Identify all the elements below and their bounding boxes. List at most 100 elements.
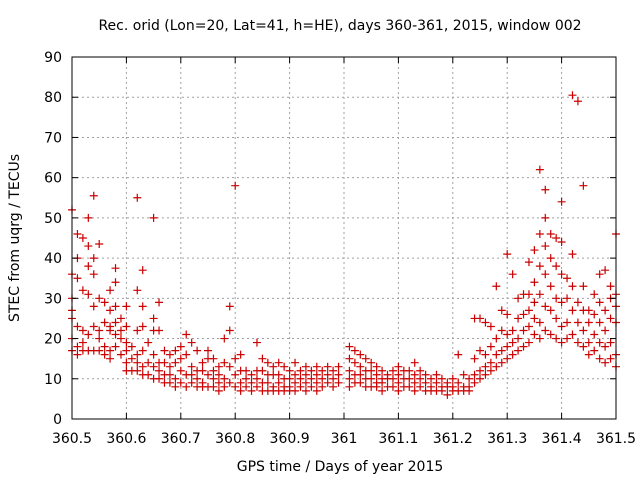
data-point	[291, 386, 300, 395]
data-point	[122, 302, 131, 311]
data-point	[193, 374, 202, 383]
data-point	[606, 282, 615, 291]
data-point	[568, 330, 577, 339]
data-point	[481, 370, 490, 379]
data-point	[579, 326, 588, 335]
data-point	[323, 378, 332, 387]
data-point	[350, 358, 359, 367]
data-point	[579, 342, 588, 351]
x-tick-label: 360.8	[215, 431, 255, 447]
data-point	[220, 334, 229, 343]
data-point	[323, 370, 332, 379]
data-point	[530, 330, 539, 339]
data-point	[220, 374, 229, 383]
data-point	[133, 286, 142, 295]
data-point	[557, 270, 566, 279]
data-point	[318, 366, 327, 375]
y-tick-label: 20	[44, 332, 62, 348]
data-point	[552, 234, 561, 242]
data-point	[182, 382, 191, 391]
grid	[72, 57, 616, 419]
data-point	[329, 382, 338, 391]
data-point	[220, 382, 229, 391]
data-point	[204, 346, 212, 355]
data-point	[432, 370, 441, 379]
data-point	[214, 386, 223, 395]
data-point	[116, 350, 125, 359]
data-point	[198, 366, 207, 375]
data-point	[427, 374, 436, 383]
y-tick-label: 10	[44, 372, 62, 388]
data-point	[563, 274, 572, 283]
data-point	[535, 229, 544, 238]
data-point	[388, 382, 397, 391]
data-point	[481, 350, 490, 359]
data-point	[209, 374, 218, 383]
data-point	[437, 374, 446, 383]
data-point	[225, 302, 234, 311]
data-point	[296, 366, 305, 375]
data-point	[176, 354, 185, 363]
data-point	[568, 282, 577, 291]
data-point	[454, 350, 463, 359]
y-axis-label: STEC from uqrg / TECUs	[7, 154, 23, 322]
data-point	[568, 306, 577, 315]
data-point	[546, 254, 555, 263]
data-point	[258, 354, 267, 363]
data-point	[296, 374, 305, 383]
data-point	[405, 382, 414, 391]
data-point	[524, 338, 533, 347]
data-point	[198, 358, 207, 367]
data-point	[312, 370, 321, 379]
data-point	[568, 91, 577, 100]
data-point	[231, 354, 240, 363]
data-point	[508, 326, 517, 335]
data-point	[584, 318, 593, 327]
data-point	[144, 370, 153, 379]
data-point	[100, 318, 109, 327]
data-point	[252, 374, 261, 383]
data-point	[514, 346, 523, 355]
data-point	[421, 370, 430, 379]
data-point	[405, 366, 414, 375]
data-point	[247, 370, 256, 379]
data-point	[345, 366, 354, 375]
data-point	[242, 382, 251, 391]
data-point	[122, 358, 131, 367]
data-point	[187, 370, 196, 379]
data-point	[546, 330, 555, 339]
data-point	[394, 370, 403, 379]
x-tick-label: 360.5	[52, 431, 92, 447]
data-point	[514, 334, 523, 343]
data-point	[73, 350, 82, 359]
data-point	[204, 370, 212, 379]
data-point	[595, 298, 604, 307]
data-point	[601, 342, 610, 351]
data-point	[541, 242, 550, 251]
data-point	[486, 366, 495, 375]
data-point	[486, 322, 495, 331]
data-point	[388, 374, 397, 383]
data-point	[149, 314, 158, 323]
data-point	[595, 354, 604, 363]
data-point	[563, 334, 572, 343]
data-point	[182, 350, 191, 359]
data-point	[524, 290, 533, 299]
data-point	[225, 362, 234, 371]
y-tick-label: 0	[53, 412, 62, 428]
data-point	[356, 370, 365, 379]
data-point	[470, 370, 479, 379]
data-point	[535, 318, 544, 327]
data-point	[557, 322, 566, 331]
data-point	[149, 213, 158, 222]
data-point	[584, 350, 593, 359]
data-point	[138, 302, 147, 311]
data-point	[258, 366, 267, 375]
data-point	[95, 326, 104, 335]
data-point	[541, 185, 550, 194]
data-point	[236, 350, 245, 359]
data-point	[84, 330, 93, 339]
data-point	[106, 326, 115, 335]
data-point	[274, 358, 283, 367]
